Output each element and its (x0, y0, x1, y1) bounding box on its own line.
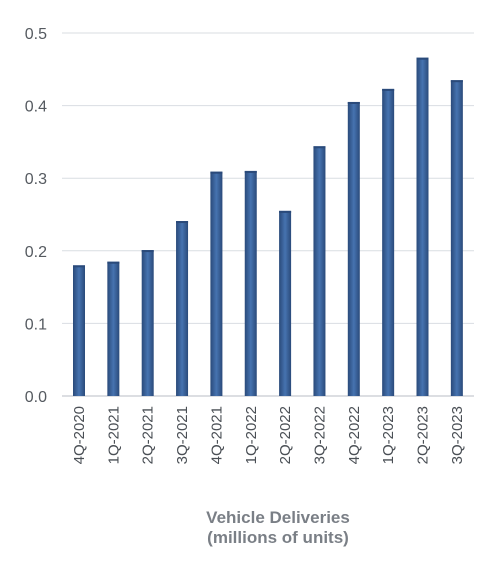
y-tick-label: 0.0 (25, 389, 47, 406)
x-axis-title-line1: Vehicle Deliveries (206, 508, 350, 527)
gridlines (62, 32, 474, 397)
x-tick-label: 2Q-2021 (140, 406, 157, 464)
y-tick-label: 0.1 (25, 316, 47, 333)
bar-cap (313, 146, 326, 149)
x-tick-label: 1Q-2021 (105, 406, 122, 464)
bar-cap (416, 57, 429, 60)
x-tick-label: 3Q-2023 (449, 406, 466, 464)
bar-cap (210, 171, 223, 174)
y-tick-label: 0.2 (25, 244, 47, 261)
bar-cap (279, 210, 292, 213)
bar (382, 88, 395, 396)
bar-cap (382, 88, 395, 91)
bar-cap (107, 261, 120, 264)
bar (416, 57, 429, 397)
x-tick-label: 1Q-2023 (380, 406, 397, 464)
bar (244, 170, 257, 396)
x-tick-label: 4Q-2020 (71, 406, 88, 464)
x-tick-label: 4Q-2022 (346, 406, 363, 464)
bar-cap (73, 265, 85, 268)
bar-cap (450, 80, 463, 83)
x-axis-tick-labels: 4Q-2020 1Q-2021 2Q-2021 3Q-2021 4Q-2021 1Q-20… (71, 406, 466, 464)
y-tick-label: 0.5 (25, 26, 47, 43)
y-tick-label: 0.4 (25, 99, 47, 116)
bar-cap (141, 250, 154, 253)
bar (347, 101, 360, 396)
bars (73, 57, 463, 397)
bar (210, 171, 223, 396)
bar (141, 250, 154, 396)
x-axis-title-line2: (millions of units) (207, 528, 349, 547)
bar (450, 80, 463, 396)
bar (107, 261, 120, 396)
x-tick-label: 1Q-2022 (243, 406, 260, 464)
bar (73, 265, 85, 396)
x-tick-label: 4Q-2021 (208, 406, 225, 464)
x-tick-label: 2Q-2023 (415, 406, 432, 464)
y-tick-label: 0.3 (25, 171, 47, 188)
x-tick-label: 3Q-2022 (311, 406, 328, 464)
bar (279, 210, 292, 396)
bar-cap (176, 221, 189, 224)
x-tick-label: 3Q-2021 (174, 406, 191, 464)
bar (176, 221, 189, 396)
y-axis-tick-labels: 0.0 0.1 0.2 0.3 0.4 0.5 (25, 26, 47, 406)
x-tick-label: 2Q-2022 (277, 406, 294, 464)
bar (313, 146, 326, 396)
bar-cap (347, 101, 360, 104)
bar-cap (244, 170, 257, 173)
